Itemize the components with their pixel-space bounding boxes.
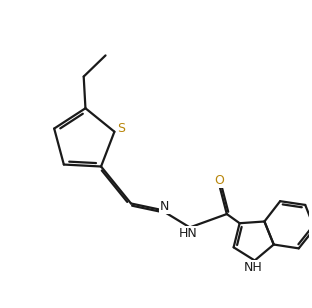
Text: HN: HN	[179, 227, 197, 240]
Text: NH: NH	[244, 261, 262, 274]
Text: N: N	[160, 200, 169, 213]
Text: S: S	[117, 122, 125, 136]
Text: O: O	[214, 174, 224, 187]
